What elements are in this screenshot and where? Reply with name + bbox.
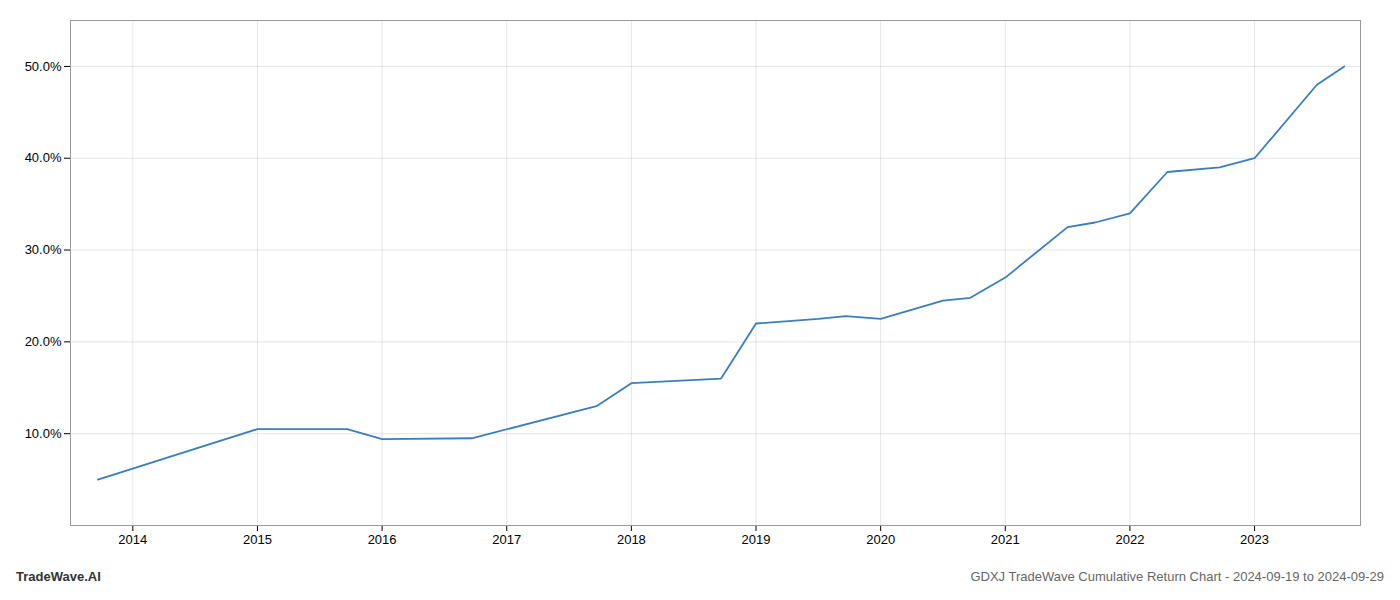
html-text:GDXJ TradeWave Cumulative Retu: GDXJ TradeWave Cumulative Return Chart -… — [970, 569, 1384, 584]
svg-text:10.0%: 10.0% — [25, 426, 62, 441]
svg-text:2018: 2018 — [617, 532, 646, 547]
svg-text:50.0%: 50.0% — [25, 59, 62, 74]
svg-text:20.0%: 20.0% — [25, 334, 62, 349]
svg-text:2015: 2015 — [243, 532, 272, 547]
svg-text:30.0%: 30.0% — [25, 242, 62, 257]
svg-text:2019: 2019 — [742, 532, 771, 547]
svg-text:40.0%: 40.0% — [25, 150, 62, 165]
svg-text:2014: 2014 — [118, 532, 147, 547]
svg-text:2023: 2023 — [1240, 532, 1269, 547]
html-text:TradeWave.AI: TradeWave.AI — [16, 569, 101, 584]
svg-text:2017: 2017 — [492, 532, 521, 547]
svg-text:2022: 2022 — [1115, 532, 1144, 547]
svg-text:2021: 2021 — [991, 532, 1020, 547]
svg-text:2016: 2016 — [368, 532, 397, 547]
svg-text:2020: 2020 — [866, 532, 895, 547]
